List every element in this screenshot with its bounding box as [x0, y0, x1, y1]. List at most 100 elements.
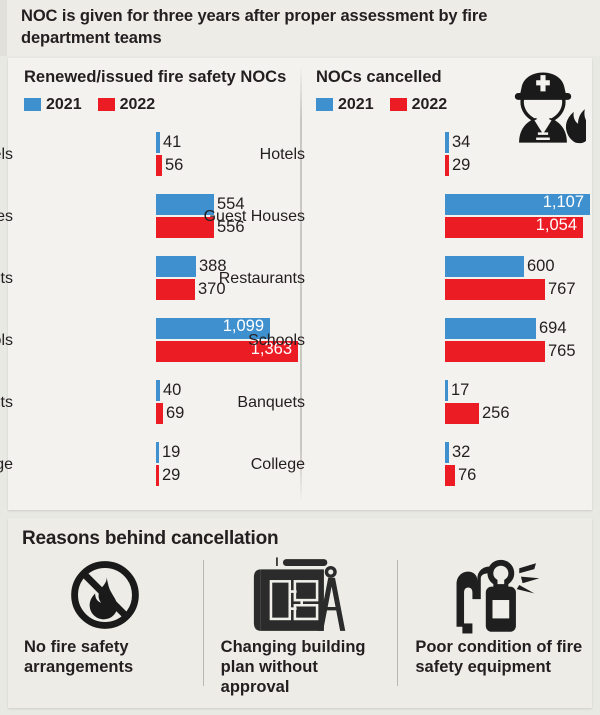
bar-value: 56 — [165, 156, 184, 175]
bar-row: 1,054 — [445, 217, 592, 238]
bar-group: Banquets4069 — [0, 372, 300, 434]
bar-row: 767 — [445, 278, 592, 300]
reason-text-2: Changing building plan without approval — [220, 638, 366, 696]
category-label: Restaurants — [0, 270, 13, 287]
bar-row: 1,107 — [445, 194, 592, 215]
no-fire-icon — [67, 556, 143, 634]
bar-group: Schools 694 765 — [248, 310, 592, 372]
bar-value: 29 — [162, 466, 181, 485]
bar-2021 — [156, 441, 159, 463]
bar-2022: 1,054 — [445, 217, 583, 238]
bar-2021 — [445, 379, 448, 401]
bar-row: 556 — [156, 216, 300, 238]
bar-group: Hotels4156 — [0, 124, 300, 186]
bar-pair: 388 370 — [156, 255, 300, 300]
chart-left-title: Renewed/issued fire safety NOCs — [24, 68, 287, 86]
reason-changing-building-plan: Changing building plan without approval — [202, 556, 398, 698]
bar-value: 556 — [217, 218, 245, 237]
reason-text-1: No fire safety arrangements — [24, 638, 134, 676]
legend-label-2021: 2021 — [46, 95, 82, 113]
bar-row: 388 — [156, 255, 300, 277]
legend-item-2021: 2021 — [24, 96, 82, 114]
panel-divider — [300, 66, 302, 502]
bar-pair: 41 56 — [156, 131, 300, 176]
legend-item-2021: 2021 — [316, 96, 374, 114]
bar-2022 — [445, 402, 479, 424]
bar-pair: 34 29 — [445, 131, 592, 176]
bar-group: Guest Houses554556 — [0, 186, 300, 248]
bar-row: 370 — [156, 278, 300, 300]
bar-2022 — [156, 464, 159, 486]
bar-pair: 1,099 1,363 — [156, 318, 300, 362]
header-banner: NOC is given for three years after prope… — [0, 0, 600, 56]
reasons-list: No fire safety arrangements — [8, 556, 592, 698]
bar-group: Guest Houses 1,107 1,054 — [204, 186, 592, 248]
category-label: Guest Houses — [203, 208, 305, 225]
bar-row: 76 — [445, 464, 592, 486]
legend-label-2022: 2022 — [119, 95, 156, 113]
bar-2022 — [156, 154, 162, 176]
bar-group: Schools 1,099 1,363 — [0, 310, 300, 372]
bar-value: 1,099 — [222, 316, 264, 335]
chart-right-title: NOCs cancelled — [316, 68, 442, 86]
bar-2021 — [156, 131, 160, 153]
legend-swatch-2021 — [316, 98, 333, 112]
bar-value: 554 — [217, 195, 245, 214]
bar-row: 765 — [445, 340, 592, 362]
bar-row: 1,363 — [156, 341, 300, 362]
bar-row: 17 — [445, 379, 592, 401]
chart-right-groups: Hotels 34 29 Guest Houses 1,107 1,054 Restaura… — [204, 124, 592, 496]
bar-2022 — [156, 216, 214, 238]
charts-panel: Renewed/issued fire safety NOCs 2021 202… — [0, 58, 592, 510]
bar-pair: 1,107 1,054 — [445, 194, 592, 238]
bar-2022 — [156, 278, 195, 300]
bar-2021 — [156, 255, 196, 277]
bar-value: 694 — [539, 319, 567, 338]
chart-right-legend: 2021 2022 — [316, 96, 592, 114]
bar-value: 1,107 — [542, 192, 584, 211]
bar-row: 29 — [445, 154, 592, 176]
bar-group: Banquets 17 256 — [237, 372, 592, 434]
bar-value: 765 — [548, 342, 576, 361]
reason-no-fire-safety: No fire safety arrangements — [8, 556, 203, 698]
reasons-panel: Reasons behind cancellation No fire safe… — [8, 518, 592, 708]
bar-2022 — [445, 278, 545, 300]
bar-2021 — [156, 193, 214, 215]
bar-value: 40 — [163, 381, 182, 400]
category-label: Schools — [0, 332, 13, 349]
legend-swatch-2022 — [389, 98, 407, 112]
bar-row: 1,099 — [156, 318, 300, 339]
bar-value: 388 — [199, 257, 227, 276]
bar-group: Hotels 34 29 — [260, 124, 592, 186]
header-title: NOC is given for three years after prope… — [21, 7, 488, 47]
bar-row: 256 — [445, 402, 592, 424]
bar-pair: 40 69 — [156, 379, 300, 424]
bar-2021: 1,099 — [156, 318, 270, 339]
bar-pair: 600 767 — [445, 255, 592, 300]
bar-value: 1,054 — [535, 215, 577, 234]
bar-value: 767 — [548, 280, 576, 299]
category-label: Banquets — [0, 394, 13, 411]
reasons-title: Reasons behind cancellation — [22, 528, 279, 549]
chart-renewed-issued: Renewed/issued fire safety NOCs 2021 202… — [0, 58, 300, 510]
bar-value: 69 — [166, 404, 185, 423]
legend-swatch-2022 — [97, 98, 115, 112]
bar-value: 19 — [162, 443, 181, 462]
legend-label-2021: 2021 — [338, 95, 374, 113]
category-label: Schools — [248, 332, 305, 349]
bar-pair: 19 29 — [156, 441, 300, 486]
legend-label-2022: 2022 — [411, 95, 448, 113]
bar-row: 69 — [156, 402, 300, 424]
bar-2021: 1,107 — [445, 194, 590, 215]
reason-text-3: Poor condition of fire safety equipment — [415, 638, 583, 676]
bar-value: 76 — [458, 466, 477, 485]
bar-2022: 1,363 — [156, 341, 298, 362]
bar-2022 — [445, 154, 449, 176]
bar-row: 56 — [156, 154, 300, 176]
bar-row: 600 — [445, 255, 592, 277]
bar-2021 — [445, 317, 536, 339]
chart-nocs-cancelled: NOCs cancelled 2021 2022 — [204, 58, 592, 510]
bar-pair: 554 556 — [156, 193, 300, 238]
bar-2022 — [445, 340, 545, 362]
